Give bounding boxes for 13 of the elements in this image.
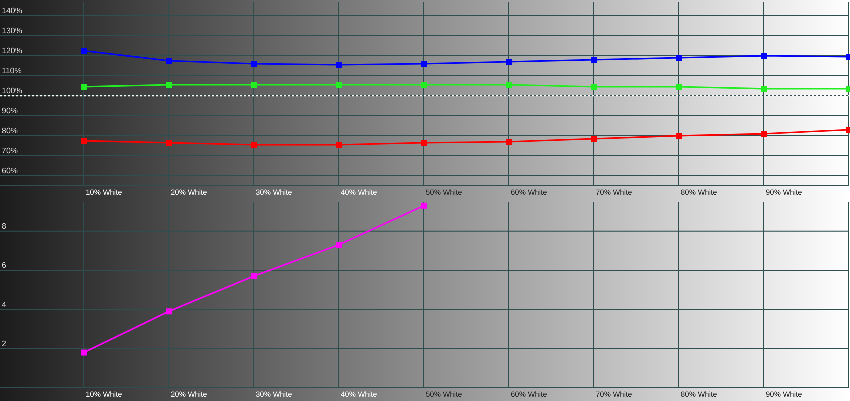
y-tick-label: 120% <box>2 46 22 56</box>
y-tick-label: 4 <box>2 300 7 310</box>
y-tick-label: 2 <box>2 339 7 348</box>
y-tick-label: 8 <box>2 222 7 231</box>
y-tick-label: 80% <box>2 126 18 136</box>
y-tick-label: 70% <box>2 146 18 156</box>
y-tick-label: 110% <box>2 66 22 76</box>
y-tick-label: 90% <box>2 106 18 116</box>
y-tick-label: 140% <box>2 6 22 16</box>
y-tick-label: 100% <box>2 86 22 96</box>
y-tick-label: 60% <box>2 166 18 176</box>
y-tick-label: 6 <box>2 261 7 270</box>
y-tick-label: 130% <box>2 26 22 36</box>
